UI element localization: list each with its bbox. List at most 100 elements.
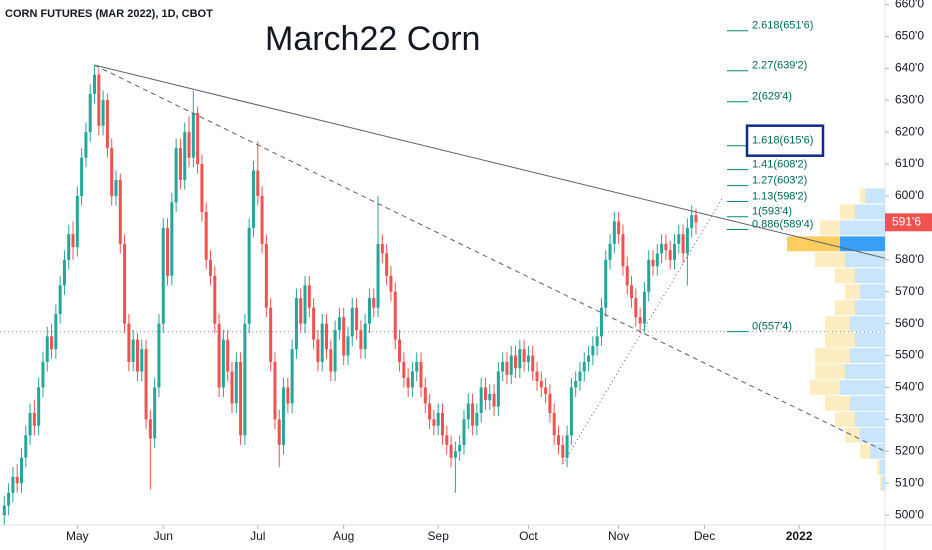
candle-body bbox=[209, 259, 213, 276]
volume-down bbox=[835, 411, 855, 427]
volume-down bbox=[815, 252, 845, 268]
candle-body bbox=[157, 323, 161, 388]
candle-body bbox=[634, 298, 638, 318]
candle-body bbox=[655, 253, 659, 267]
candle-body bbox=[355, 307, 359, 330]
candle-body bbox=[277, 419, 281, 445]
volume-down bbox=[845, 427, 860, 443]
candle-body bbox=[2, 505, 6, 516]
candle-body bbox=[595, 336, 599, 346]
y-tick-label: 500'0 bbox=[895, 507, 924, 521]
candle-body bbox=[75, 195, 79, 248]
volume-up bbox=[840, 220, 885, 236]
candle-body bbox=[50, 336, 54, 350]
candle-body bbox=[213, 275, 217, 324]
candle-body bbox=[398, 339, 402, 362]
candle-body bbox=[337, 317, 341, 330]
candle-body bbox=[346, 336, 350, 356]
candle-body bbox=[84, 132, 88, 158]
candle-body bbox=[471, 403, 475, 426]
candle-body bbox=[88, 93, 92, 133]
volume-up bbox=[840, 379, 885, 395]
volume-down bbox=[835, 268, 855, 284]
candle-body bbox=[342, 317, 346, 356]
candle-body bbox=[630, 285, 634, 299]
candle-body bbox=[110, 148, 114, 196]
plot: 2.618(651'6) 2.27(639'2) 2(629'4) 1.618(615… bbox=[0, 20, 886, 525]
candle-body bbox=[226, 339, 230, 372]
volume-down bbox=[810, 379, 840, 395]
candle-body bbox=[638, 317, 642, 324]
candle-body bbox=[234, 361, 238, 404]
candle-body bbox=[93, 74, 97, 94]
y-tick-label: 620'0 bbox=[895, 124, 924, 138]
candle-body bbox=[376, 243, 380, 308]
fib-label: 1.13(598'2) bbox=[752, 190, 807, 202]
candle-body bbox=[282, 387, 286, 445]
candle-body bbox=[582, 361, 586, 372]
candle-body bbox=[505, 361, 509, 375]
volume-down bbox=[825, 332, 855, 348]
candle-body bbox=[350, 307, 354, 337]
candle-body bbox=[664, 243, 668, 251]
candle-body bbox=[200, 164, 204, 212]
volume-up bbox=[850, 348, 885, 364]
candle-body bbox=[161, 227, 165, 324]
trendline bbox=[94, 64, 886, 452]
candle-body bbox=[385, 253, 389, 276]
x-tick-label: Aug bbox=[333, 529, 354, 543]
candle-body bbox=[423, 387, 427, 404]
candle-body bbox=[217, 323, 221, 388]
candle-body bbox=[247, 227, 251, 324]
x-tick-label: Jun bbox=[154, 529, 173, 543]
candle-body bbox=[363, 323, 367, 350]
candle-body bbox=[127, 323, 131, 362]
volume-down bbox=[860, 188, 865, 204]
volume-up bbox=[855, 300, 885, 316]
candle-body bbox=[372, 298, 376, 308]
fib-label: 2(629'4) bbox=[752, 91, 792, 103]
y-tick-label: 580'0 bbox=[895, 252, 924, 266]
candle-body bbox=[539, 381, 543, 388]
candle-body bbox=[668, 250, 672, 260]
fib-label: 0.886(589'4) bbox=[752, 218, 813, 230]
volume-down bbox=[835, 300, 855, 316]
candle-body bbox=[428, 403, 432, 420]
candle-body bbox=[526, 355, 530, 362]
candle-body bbox=[37, 387, 41, 426]
candle-body bbox=[333, 330, 337, 372]
candle-body bbox=[445, 435, 449, 445]
candle-body bbox=[329, 349, 333, 372]
candle-body bbox=[144, 349, 148, 420]
candle-body bbox=[174, 148, 178, 203]
y-tick-label: 650'0 bbox=[895, 29, 924, 43]
volume-down bbox=[825, 316, 850, 332]
volume-up bbox=[845, 252, 885, 268]
y-tick-label: 560'0 bbox=[895, 316, 924, 330]
candle-body bbox=[492, 393, 496, 407]
candle-body bbox=[651, 259, 655, 267]
candle-body bbox=[114, 180, 118, 196]
candle-body bbox=[479, 387, 483, 413]
candle-body bbox=[80, 157, 84, 196]
candle-body bbox=[131, 339, 135, 362]
candle-body bbox=[15, 476, 19, 484]
y-tick-label: 550'0 bbox=[895, 348, 924, 362]
candle-body bbox=[299, 298, 303, 324]
volume-down bbox=[787, 236, 840, 252]
candle-body bbox=[41, 361, 45, 388]
chart-title: CORN FUTURES (MAR 2022), 1D, CBOT bbox=[5, 8, 213, 20]
candle-body bbox=[436, 412, 440, 426]
last-price-label: 591'6 bbox=[892, 214, 921, 228]
candle-body bbox=[24, 435, 28, 458]
candle-body bbox=[67, 234, 71, 260]
candle-body bbox=[608, 243, 612, 260]
candle-body bbox=[531, 355, 535, 372]
candle-body bbox=[221, 339, 225, 388]
candle-body bbox=[19, 457, 23, 484]
candle-body bbox=[432, 419, 436, 426]
last-price-badge bbox=[885, 213, 932, 232]
fib-label: 1.27(603'2) bbox=[752, 174, 807, 186]
volume-up bbox=[880, 459, 885, 475]
